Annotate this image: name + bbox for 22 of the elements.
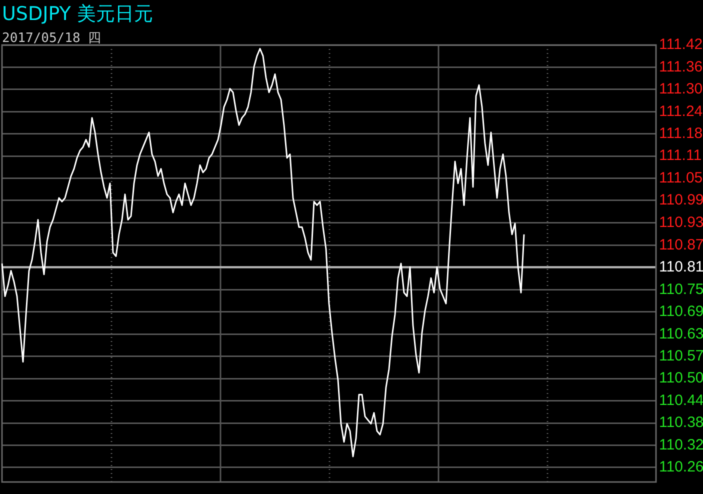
y-tick-label: 110.44 xyxy=(659,392,703,409)
y-tick-label: 111.18 xyxy=(659,124,703,142)
chart-title: USDJPY 美元日元 xyxy=(2,2,153,27)
y-tick-label: 110.38 xyxy=(659,414,703,432)
y-tick-label: 111.42 xyxy=(659,36,703,54)
y-tick-label: 110.63 xyxy=(659,325,703,342)
y-tick-label: 111.05 xyxy=(659,169,703,186)
y-tick-label: 110.57 xyxy=(659,348,703,365)
y-tick-label: 110.93 xyxy=(659,214,703,231)
y-tick-label: 110.69 xyxy=(659,303,703,320)
y-tick-label: 110.87 xyxy=(659,236,703,254)
y-tick-label: 110.75 xyxy=(659,280,703,298)
y-tick-label: 111.30 xyxy=(659,80,703,98)
y-tick-label: 110.50 xyxy=(659,370,703,387)
y-tick-label: 111.11 xyxy=(659,147,702,164)
chart-subtitle: 2017/05/18 四 xyxy=(2,30,102,47)
y-tick-label: 110.26 xyxy=(659,458,703,476)
y-tick-label: 110.81 xyxy=(659,258,703,276)
y-tick-label: 110.99 xyxy=(659,192,703,209)
y-tick-label: 110.32 xyxy=(659,436,703,454)
y-tick-label: 111.24 xyxy=(659,102,703,120)
y-tick-label: 111.36 xyxy=(659,58,703,76)
